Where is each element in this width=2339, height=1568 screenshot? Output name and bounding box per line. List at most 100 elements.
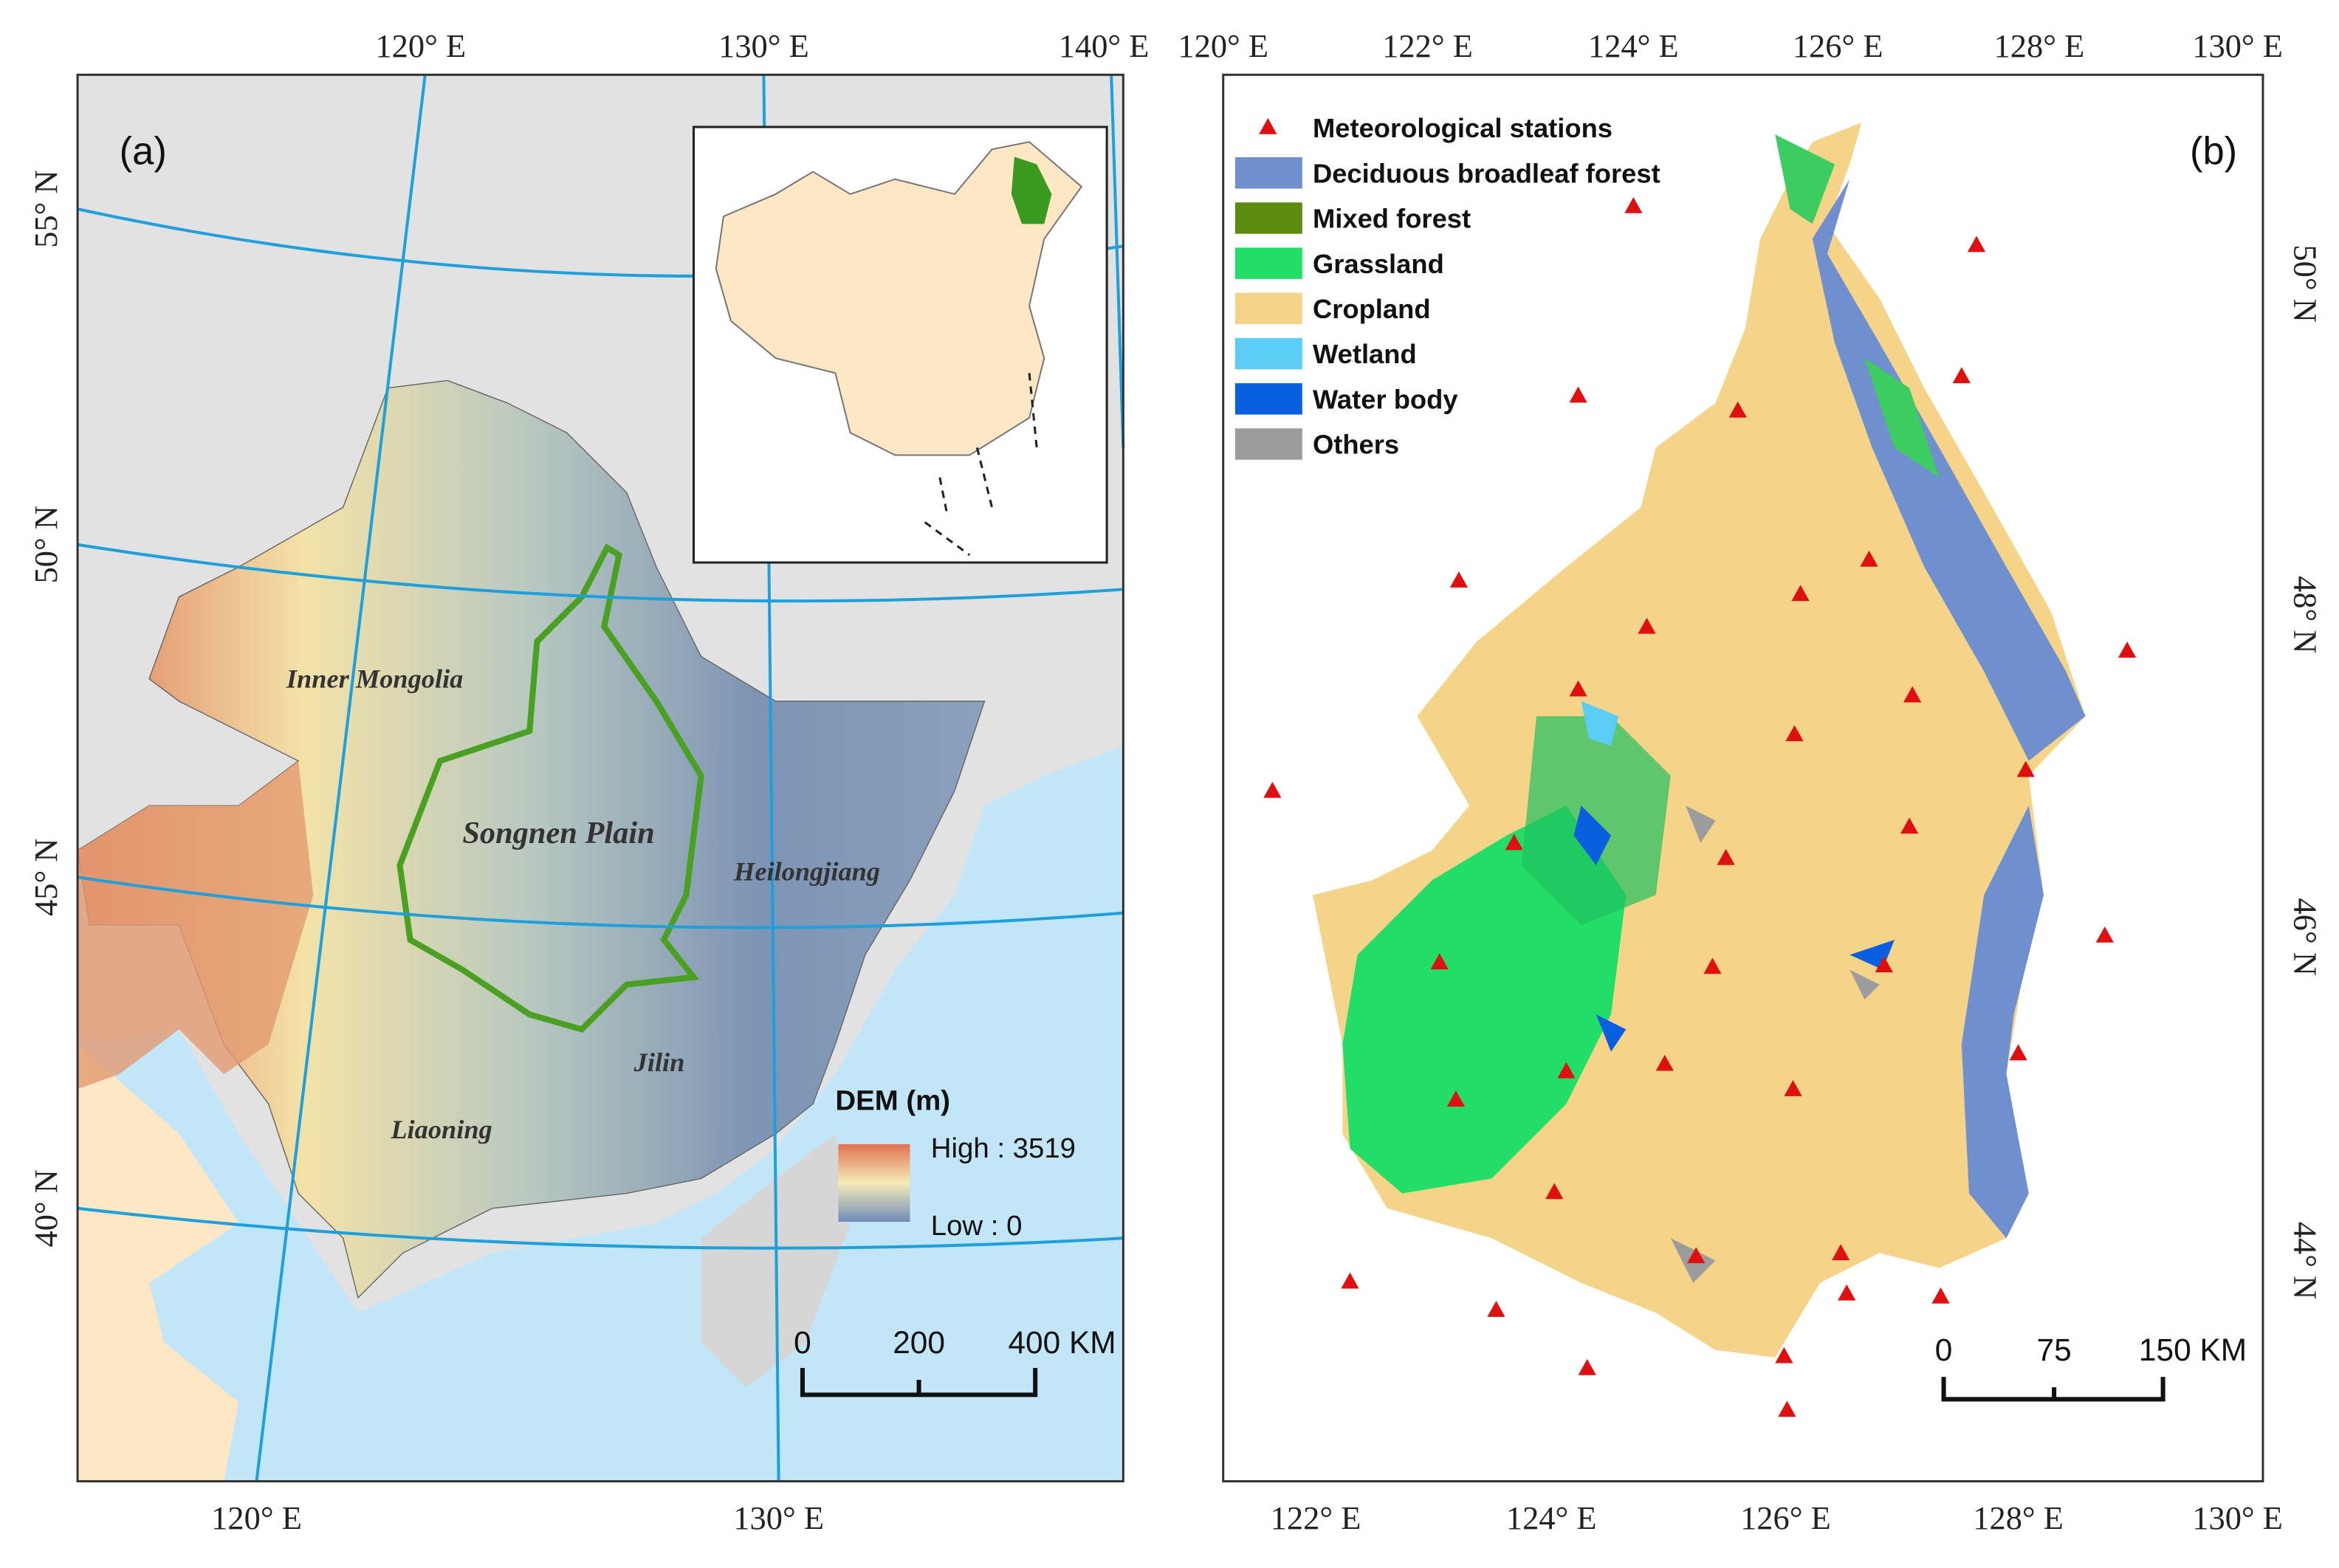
bottom-label: 128° E <box>1973 1499 2064 1536</box>
legend: Meteorological stations Deciduous broadle… <box>1234 113 1660 460</box>
station <box>1569 680 1587 697</box>
station <box>1259 117 1277 134</box>
station <box>1785 725 1804 742</box>
station <box>1569 386 1587 403</box>
legend-label: Mixed forest <box>1313 204 1471 234</box>
panel-label: (b) <box>2190 130 2237 173</box>
left-label: 45° N <box>27 839 64 916</box>
scale-label: 150 KM <box>2139 1333 2247 1367</box>
top-label: 130° E <box>718 27 809 64</box>
bottom-labels: 122° E 124° E 126° E 128° E 130° E <box>1271 1499 2283 1536</box>
bottom-label: 122° E <box>1271 1499 1361 1536</box>
station <box>1703 957 1722 974</box>
right-label: 48° N <box>2287 576 2323 653</box>
legend-ramp <box>838 1144 910 1222</box>
top-label: 124° E <box>1588 27 1679 64</box>
scale-label: 0 <box>794 1325 811 1360</box>
top-label: 126° E <box>1793 27 1883 64</box>
station <box>1931 1287 1950 1304</box>
china-map <box>715 141 1083 456</box>
legend-swatch <box>1234 292 1302 325</box>
panel-a: (a) 120° E 130° E 140° E 55° N 50° N 45°… <box>27 27 1150 1536</box>
station <box>1545 1183 1564 1200</box>
left-label: 40° N <box>27 1169 64 1247</box>
legend-label: Wetland <box>1313 339 1417 369</box>
panel-label: (a) <box>120 130 167 173</box>
study-area-inset <box>1011 157 1052 224</box>
legend-label: Meteorological stations <box>1313 113 1612 143</box>
stations <box>1263 196 2137 1417</box>
region-label: Heilongjiang <box>733 856 880 886</box>
station <box>1341 1272 1359 1289</box>
station <box>1838 1284 1856 1301</box>
bottom-label: 124° E <box>1506 1499 1597 1536</box>
legend-swatch <box>1234 337 1302 370</box>
station <box>1430 953 1449 970</box>
right-label: 46° N <box>2287 898 2323 975</box>
legend-high: High : 3519 <box>931 1132 1076 1164</box>
right-labels: 50° N 48° N 46° N 44° N <box>2287 244 2323 1299</box>
station <box>2016 760 2035 777</box>
station <box>1832 1244 1850 1261</box>
scale-bar <box>800 1367 1038 1397</box>
station <box>1557 1062 1576 1079</box>
graticule <box>77 75 1125 1482</box>
bottom-label: 120° E <box>211 1499 302 1536</box>
grassland-patch <box>1775 134 1940 478</box>
station <box>1687 1247 1706 1264</box>
bottom-label: 130° E <box>2192 1499 2283 1536</box>
panel-b: (b) Meteorological stations Deciduous bro… <box>1178 27 2323 1536</box>
station <box>1717 848 1735 865</box>
station <box>1728 401 1747 418</box>
station <box>1624 196 1643 213</box>
station <box>1952 367 1971 384</box>
scale-label: 75 <box>2037 1333 2072 1367</box>
bottom-label: 126° E <box>1740 1499 1831 1536</box>
station <box>1903 686 1922 703</box>
region-label: Liaoning <box>390 1115 492 1144</box>
scale-bar <box>1941 1377 2165 1402</box>
station <box>1791 585 1810 602</box>
legend-swatch <box>1234 202 1302 234</box>
station <box>1875 956 1893 973</box>
station <box>1775 1347 1793 1364</box>
legend-title: DEM (m) <box>835 1084 950 1116</box>
station <box>1487 1301 1505 1317</box>
station <box>1446 1090 1466 1107</box>
station <box>1967 235 1986 252</box>
scale-label: 0 <box>1935 1333 1953 1367</box>
station <box>2095 926 2114 943</box>
left-label: 55° N <box>27 170 64 247</box>
legend-swatch <box>1234 428 1302 460</box>
water-patch <box>1573 805 1895 1052</box>
legend-label: Grassland <box>1313 249 1444 279</box>
scale-label: 400 KM <box>1008 1325 1116 1360</box>
top-label: 130° E <box>2192 27 2283 64</box>
station <box>1778 1400 1796 1417</box>
station <box>1578 1358 1596 1375</box>
sea <box>78 746 1124 1482</box>
highlands <box>78 760 314 1090</box>
station <box>1655 1054 1674 1071</box>
top-label: 128° E <box>1994 27 2085 64</box>
top-label: 120° E <box>1178 27 1268 64</box>
station <box>1505 833 1523 850</box>
forest-patch <box>1961 805 2044 1239</box>
right-label: 44° N <box>2287 1222 2323 1299</box>
grassland-patch <box>1521 716 1671 925</box>
station <box>1900 817 1919 834</box>
station <box>1638 617 1656 634</box>
legend-label: Cropland <box>1313 294 1431 324</box>
region-label: Jilin <box>633 1048 685 1077</box>
neighbour-land <box>78 1044 239 1482</box>
top-labels: 120° E 122° E 124° E 126° E 128° E 130° E <box>1178 27 2283 64</box>
station <box>1860 550 1878 567</box>
legend-label: Others <box>1313 430 1399 460</box>
right-label: 50° N <box>2287 244 2323 322</box>
station <box>2118 642 2137 658</box>
station <box>1263 781 1282 798</box>
grassland-patch <box>1342 805 1627 1194</box>
top-label: 120° E <box>375 27 466 64</box>
top-label: 140° E <box>1059 27 1150 64</box>
